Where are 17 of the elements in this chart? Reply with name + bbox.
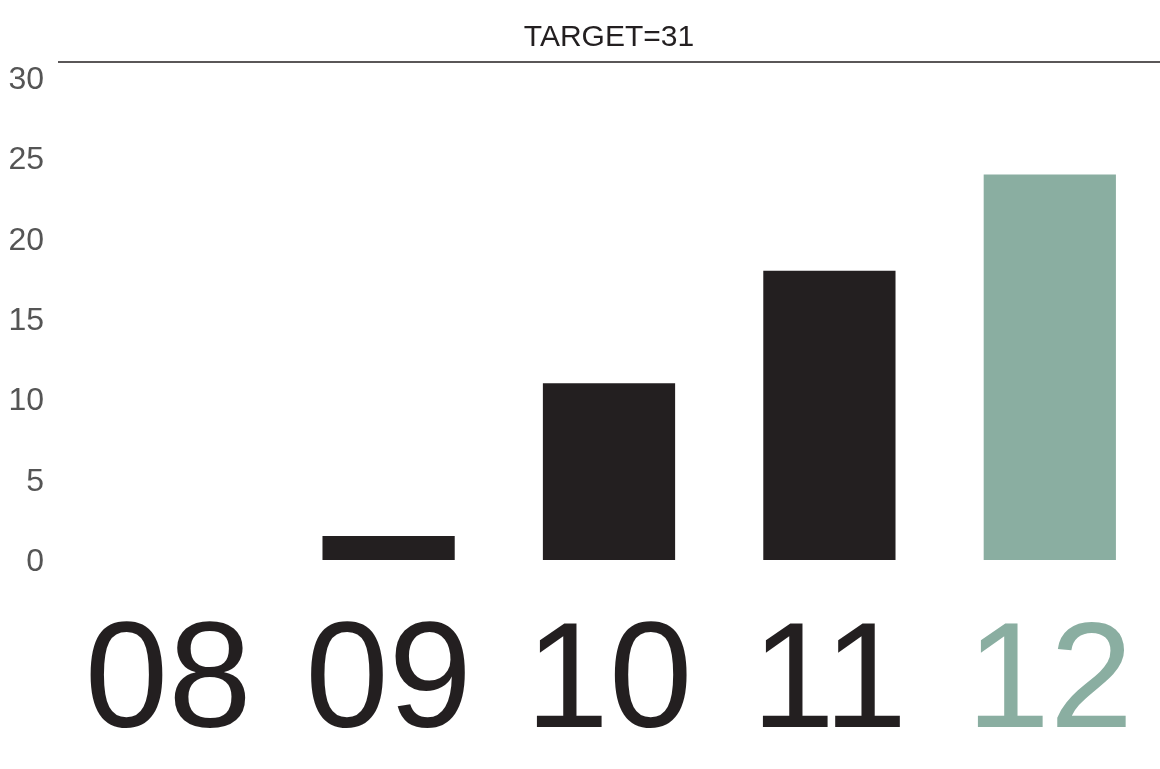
y-tick-label: 20 <box>8 220 44 257</box>
y-tick-label: 5 <box>26 461 44 498</box>
bar <box>763 270 896 560</box>
x-tick-label: 09 <box>305 591 473 759</box>
x-tick-label: 08 <box>84 591 252 759</box>
y-tick-label: 25 <box>8 140 44 177</box>
y-tick-label: 10 <box>8 381 44 418</box>
ref-line-label: TARGET=31 <box>523 18 695 52</box>
y-tick-label: 30 <box>8 60 44 97</box>
y-tick-label: 15 <box>8 301 44 338</box>
bar <box>983 174 1116 560</box>
x-tick-label: 10 <box>525 591 693 759</box>
bar <box>542 383 676 560</box>
x-tick-label: 11 <box>751 591 908 759</box>
bar <box>322 535 455 560</box>
y-tick-label: 0 <box>26 542 44 578</box>
x-tick-label: 12 <box>966 591 1134 759</box>
